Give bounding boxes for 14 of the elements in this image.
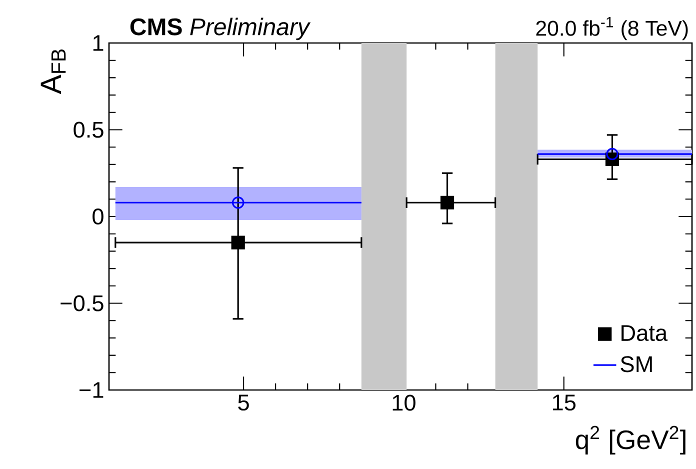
y-tick-label: 1 [93,35,104,51]
legend-label: Data [622,325,668,342]
chart-subtitle: 20.0 fb$^{-1}$ (8 TeV) [536,17,688,40]
legend-label: SM [620,356,652,372]
chart-title: CMS Preliminary [130,18,311,40]
x-tick-label: 15 [553,394,576,411]
x-tick-label: 10 [392,394,416,411]
y-tick-label: −0.5 [60,295,104,312]
y-tick-label: 0 [92,208,104,225]
y-axis-title: A$_{FB}$ [40,49,66,94]
x-axis-title: q$^{2}$ [GeV$^{2}$] [576,426,686,455]
y-tick-label: 0.5 [74,122,104,138]
x-tick-label: 5 [238,394,249,411]
y-tick-label: −1 [80,382,104,398]
